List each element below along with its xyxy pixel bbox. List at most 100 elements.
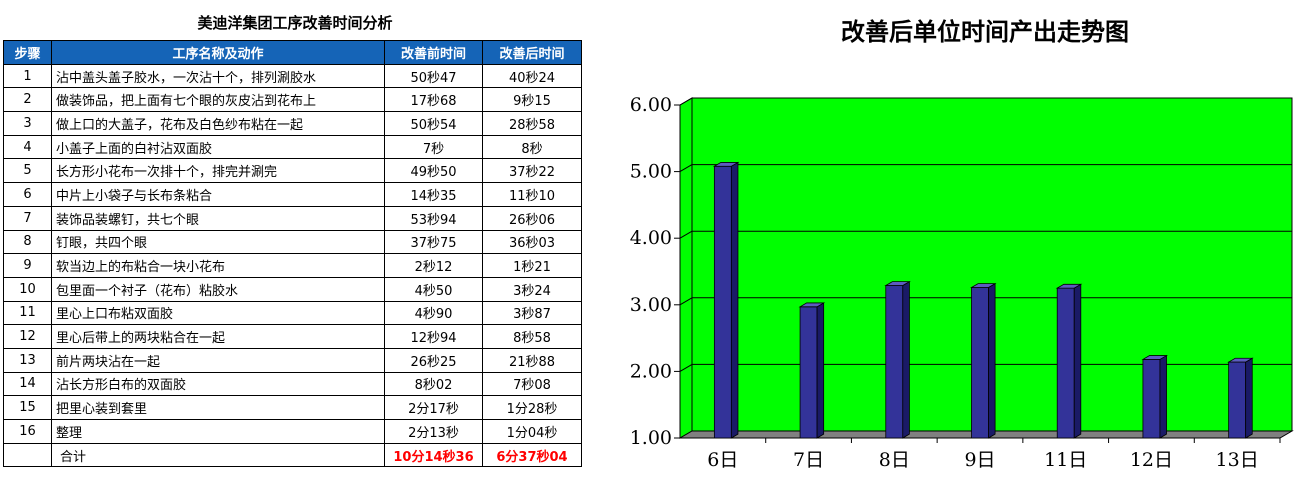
time-after-cell: 9秒15	[482, 87, 582, 113]
y-gridline-side	[679, 230, 693, 239]
header-time-after: 改善后时间	[482, 40, 582, 65]
bar-top	[1141, 355, 1169, 360]
bar-side	[1073, 283, 1082, 439]
y-tick-label: 2.00	[630, 360, 672, 382]
table-row: 15 把里心装到套里 2分17秒 1分28秒	[3, 395, 582, 420]
time-after-cell: 40秒24	[482, 63, 582, 89]
bar	[1056, 287, 1075, 439]
bar	[799, 306, 818, 439]
time-before-cell: 7秒	[384, 134, 483, 160]
step-cell: 11	[3, 300, 52, 326]
step-cell: 8	[3, 229, 52, 255]
bar-top	[1227, 357, 1254, 363]
y-tick-label: 1.00	[630, 427, 672, 449]
x-tick-label: 7日	[793, 449, 824, 470]
x-tick-label: 12日	[1130, 449, 1173, 470]
bar-side	[816, 302, 825, 439]
process-name-cell: 装饰品装螺钉，共七个眼	[51, 205, 385, 231]
bar-top	[798, 302, 826, 308]
total-label: 合计	[51, 442, 385, 468]
time-after-cell: 1秒21	[482, 253, 582, 278]
bar	[1142, 359, 1161, 439]
table-row: 12 里心后带上的两块粘合在一起 12秒94 8秒58	[3, 324, 582, 349]
table-row: 4 小盖子上面的白衬沾双面胶 7秒 8秒	[3, 134, 582, 160]
table-row: 10 包里面一个衬子（花布）粘胶水 4秒50 3秒24	[3, 276, 582, 302]
time-before-cell: 4秒50	[384, 276, 483, 302]
y-gridline-side	[679, 97, 693, 106]
time-before-cell: 2秒12	[384, 253, 483, 278]
process-name-cell: 软当边上的布粘合一块小花布	[51, 253, 385, 278]
table-body: 1 沾中盖头盖子胶水，一次沾十个，排列涮胶水 50秒47 40秒24 2 做装饰品，把上面…	[3, 63, 582, 468]
table-row: 6 中片上小袋子与长布条粘合 14秒35 11秒10	[3, 182, 582, 207]
x-tick-label: 13日	[1216, 449, 1259, 470]
step-cell: 15	[3, 395, 52, 420]
process-name-cell: 小盖子上面的白衬沾双面胶	[51, 134, 385, 160]
step-cell: 7	[3, 205, 52, 231]
y-tick-label: 3.00	[630, 294, 672, 316]
process-name-cell: 中片上小袋子与长布条粘合	[51, 182, 385, 207]
process-time-table: 步骤 工序名称及动作 改善前时间 改善后时间 1 沾中盖头盖子胶水，一次沾十个，排…	[3, 40, 582, 468]
time-before-cell: 49秒50	[384, 158, 483, 184]
time-before-cell: 53秒94	[384, 205, 483, 231]
step-cell: 9	[3, 253, 52, 278]
process-name-cell: 做上口的大盖子，花布及白色纱布粘在一起	[51, 111, 385, 136]
step-cell: 13	[3, 347, 52, 373]
header-time-before: 改善前时间	[384, 40, 483, 65]
time-after-cell: 3秒87	[482, 300, 582, 326]
process-name-cell: 长方形小花布一次排十个，排完并涮完	[51, 158, 385, 184]
time-after-cell: 36秒03	[482, 229, 582, 255]
process-name-cell: 沾长方形白布的双面胶	[51, 371, 385, 397]
time-after-cell: 7秒08	[482, 371, 582, 397]
total-row: 合计 10分14秒36 6分37秒04	[3, 442, 582, 468]
bar-chart: 1.00 2.00 3.00 4.00 5.00 6.00 6日 7日 8日 9日 11日 12日 13…	[630, 94, 1294, 470]
table-row: 2 做装饰品，把上面有七个眼的灰皮沾到花布上 17秒68 9秒15	[3, 87, 582, 113]
bar-top	[1055, 283, 1083, 289]
process-name-cell: 把里心装到套里	[51, 395, 385, 420]
step-cell: 12	[3, 324, 52, 349]
step-cell: 3	[3, 111, 52, 136]
bar	[971, 287, 989, 439]
bar	[713, 165, 732, 439]
table-row: 5 长方形小花布一次排十个，排完并涮完 49秒50 37秒22	[3, 158, 582, 184]
table-row: 7 装饰品装螺钉，共七个眼 53秒94 26秒06	[3, 205, 582, 231]
bar-side	[988, 282, 996, 439]
time-before-cell: 4秒90	[384, 300, 483, 326]
step-cell: 6	[3, 182, 52, 207]
step-cell: 16	[3, 419, 52, 444]
process-name-cell: 钉眼，共四个眼	[51, 229, 385, 255]
total-time-before: 10分14秒36	[384, 442, 483, 468]
table-header-row: 步骤 工序名称及动作 改善前时间 改善后时间	[3, 40, 582, 65]
time-before-cell: 8秒02	[384, 371, 483, 397]
time-after-cell: 3秒24	[482, 276, 582, 302]
bar	[885, 285, 904, 439]
step-cell: 14	[3, 371, 52, 397]
bar-top	[970, 283, 997, 288]
header-process-name: 工序名称及动作	[51, 40, 385, 65]
time-after-cell: 37秒22	[482, 158, 582, 184]
plot-side-wall	[679, 97, 693, 439]
time-before-cell: 26秒25	[384, 347, 483, 373]
table-row: 8 钉眼，共四个眼 37秒75 36秒03	[3, 229, 582, 255]
x-tick-label: 9日	[964, 449, 995, 470]
chart-title: 改善后单位时间产出走势图	[841, 18, 1129, 46]
step-cell: 4	[3, 134, 52, 160]
time-before-cell: 50秒47	[384, 63, 483, 89]
time-after-cell: 11秒10	[482, 182, 582, 207]
time-before-cell: 12秒94	[384, 324, 483, 349]
x-tick-label: 11日	[1044, 449, 1087, 470]
y-tick-label: 4.00	[630, 227, 672, 249]
header-step: 步骤	[3, 40, 52, 65]
total-step	[3, 442, 52, 468]
bar-side	[1159, 354, 1167, 439]
time-after-cell: 8秒58	[482, 324, 582, 349]
table-row: 3 做上口的大盖子，花布及白色纱布粘在一起 50秒54 28秒58	[3, 111, 582, 136]
table-row: 16 整理 2分13秒 1分04秒	[3, 419, 582, 444]
time-after-cell: 1分28秒	[482, 395, 582, 420]
y-gridline-side	[679, 363, 693, 372]
time-before-cell: 2分17秒	[384, 395, 483, 420]
bar-top	[884, 281, 911, 286]
bar-side	[902, 280, 910, 439]
time-before-cell: 2分13秒	[384, 419, 483, 444]
y-tick-label: 5.00	[630, 161, 672, 183]
process-name-cell: 沾中盖头盖子胶水，一次沾十个，排列涮胶水	[51, 63, 385, 89]
